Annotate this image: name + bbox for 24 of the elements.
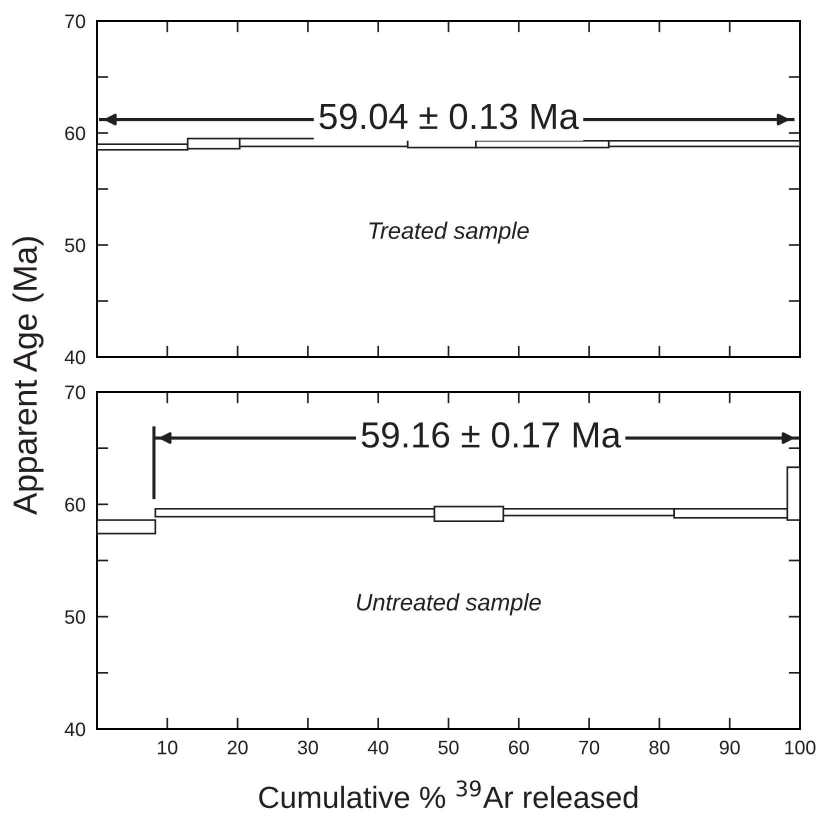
x-tick-label: 60 [508, 740, 529, 754]
y-axis-title: Apparent Age (Ma) [12, 237, 44, 515]
x-tick-label: 50 [438, 740, 459, 754]
x-tick-label: 80 [649, 740, 670, 754]
x-tick-label: 40 [368, 740, 388, 754]
x-tick-label: 70 [579, 740, 600, 754]
y-tick-label: 70 [65, 14, 86, 28]
x-axis-title: Cumulative % $^{39}$Ar released [259, 780, 638, 808]
y-tick-label: 50 [65, 610, 86, 624]
x-tick-label: 10 [158, 740, 178, 754]
y-tick-label: 50 [65, 238, 86, 252]
x-tick-label: 90 [720, 740, 740, 754]
annotation: 59.16 ± 0.17 Ma [362, 422, 622, 448]
y-tick-label: 40 [64, 722, 86, 736]
x-tick-label: 20 [228, 740, 248, 754]
annotation: 59.04 ± 0.13 Ma [320, 104, 579, 130]
annotation: Untreated sample [357, 593, 541, 616]
y-tick-label: 40 [64, 350, 86, 364]
annotation: Treated sample [369, 222, 529, 244]
x-tick-label: 100 [785, 740, 816, 754]
y-tick-label: 60 [65, 126, 86, 140]
y-tick-label: 60 [65, 498, 86, 512]
y-tick-label: 70 [65, 385, 86, 400]
x-tick-label: 30 [298, 740, 318, 754]
